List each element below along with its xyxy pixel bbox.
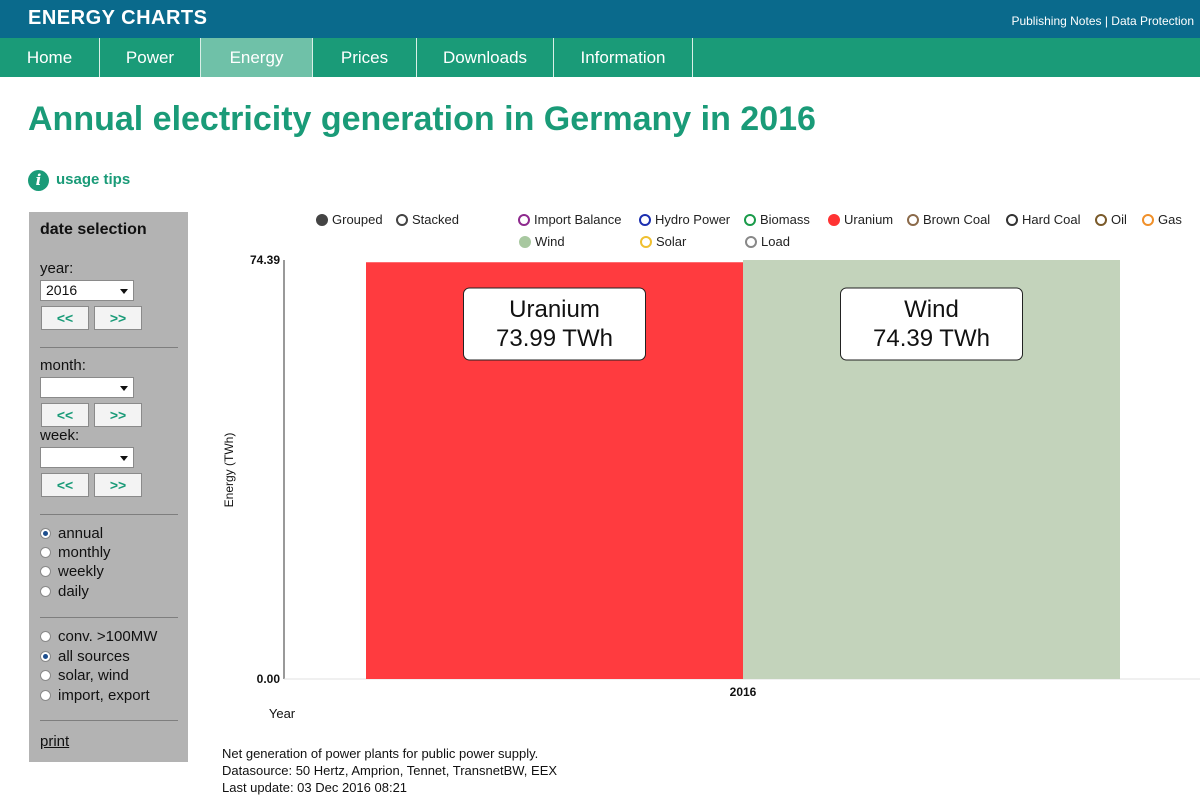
chevron-down-icon [120, 289, 128, 294]
radio-unchecked-icon [40, 631, 51, 642]
year-prev-button[interactable]: << [41, 306, 89, 330]
legend-marker-icon [396, 214, 408, 226]
page-title: Annual electricity generation in Germany… [28, 100, 816, 138]
divider [40, 617, 178, 618]
legend-label: Stacked [412, 212, 459, 227]
footer-note: Net generation of power plants for publi… [222, 746, 539, 761]
radio-label: monthly [58, 544, 111, 561]
tooltip-series-name: Uranium [509, 296, 600, 323]
x-tick-label: 2016 [730, 685, 757, 699]
radio-label: annual [58, 525, 104, 542]
tooltip-series-name: Wind [904, 296, 959, 323]
top-header: ENERGY CHARTS Publishing Notes | Data Pr… [0, 0, 1200, 38]
nav-prices[interactable]: Prices [313, 38, 417, 77]
brand-logo[interactable]: ENERGY CHARTS [28, 7, 208, 29]
month-prev-button[interactable]: << [41, 403, 89, 427]
year-next-button[interactable]: >> [94, 306, 142, 330]
legend-label: Wind [535, 234, 565, 249]
legend-label: Biomass [760, 212, 810, 227]
usage-tips-label[interactable]: usage tips [56, 171, 131, 188]
legend-label: Uranium [844, 212, 894, 227]
nav-power[interactable]: Power [100, 38, 201, 77]
main-nav: Home Power Energy Prices Downloads Infor… [0, 38, 1200, 77]
sidebar-title: date selection [40, 221, 147, 238]
y-tick-label: 74.39 [250, 253, 280, 267]
print-link[interactable]: print [40, 733, 70, 750]
nav-energy[interactable]: Energy [201, 38, 313, 77]
header-links: Publishing Notes | Data Protection [1011, 14, 1194, 28]
month-select[interactable] [40, 377, 134, 398]
legend-marker-icon [1006, 214, 1018, 226]
legend-marker-icon [1142, 214, 1154, 226]
chevron-down-icon [120, 456, 128, 461]
legend-label: Oil [1111, 212, 1127, 227]
week-prev-button[interactable]: << [41, 473, 89, 497]
tooltip-value: 74.39 TWh [873, 325, 990, 352]
x-axis-label: Year [269, 706, 296, 721]
legend-marker-icon [519, 236, 531, 248]
week-next-button[interactable]: >> [94, 473, 142, 497]
tooltip-box [840, 287, 1023, 361]
y-tick-label: 0.00 [257, 672, 281, 686]
tooltip-value: 73.99 TWh [496, 325, 613, 352]
divider [40, 514, 178, 515]
legend-marker-icon [1095, 214, 1107, 226]
legend-label: Import Balance [534, 212, 622, 227]
chevron-down-icon [120, 386, 128, 391]
energy-bar-chart: 0.00 74.39 2016 Year Energy (TWh) Uranium73.9… [222, 253, 1200, 721]
tooltip-box [463, 287, 646, 361]
divider [40, 347, 178, 348]
radio-checked-icon [40, 651, 51, 662]
publishing-notes-link[interactable]: Publishing Notes | Data Protection [1011, 14, 1194, 28]
radio-label: import, export [58, 687, 150, 704]
legend-marker-icon [828, 214, 840, 226]
month-label: month: [40, 357, 86, 374]
footer-last-update: Last update: 03 Dec 2016 08:21 [222, 780, 408, 795]
legend-label: Gas [1158, 212, 1182, 227]
date-selection-panel: date selection year: 2016 << >> month: <… [29, 212, 188, 762]
legend-label: Load [761, 234, 790, 249]
week-select[interactable] [40, 447, 134, 468]
legend-marker-icon [640, 236, 652, 248]
year-select[interactable]: 2016 [40, 280, 134, 301]
divider [40, 720, 178, 721]
legend-label: Hydro Power [655, 212, 731, 227]
nav-downloads[interactable]: Downloads [417, 38, 554, 77]
radio-unchecked-icon [40, 547, 51, 558]
radio-unchecked-icon [40, 566, 51, 577]
legend-marker-icon [316, 214, 328, 226]
legend-marker-icon [518, 214, 530, 226]
radio-label: weekly [58, 563, 104, 580]
radio-unchecked-icon [40, 586, 51, 597]
year-label: year: [40, 260, 74, 277]
legend-marker-icon [745, 236, 757, 248]
radio-label: all sources [58, 648, 130, 665]
nav-information[interactable]: Information [554, 38, 693, 77]
radio-unchecked-icon [40, 690, 51, 701]
legend-marker-icon [744, 214, 756, 226]
footer-datasource: Datasource: 50 Hertz, Amprion, Tennet, T… [222, 763, 558, 778]
month-next-button[interactable]: >> [94, 403, 142, 427]
legend-marker-icon [907, 214, 919, 226]
year-select-value: 2016 [46, 282, 78, 298]
legend-marker-icon [639, 214, 651, 226]
info-icon: i [28, 170, 49, 191]
radio-label: conv. >100MW [58, 628, 158, 645]
radio-unchecked-icon [40, 670, 51, 681]
legend-label: Hard Coal [1022, 212, 1081, 227]
nav-home[interactable]: Home [0, 38, 100, 77]
y-axis-label: Energy (TWh) [222, 433, 236, 508]
legend-label: Solar [656, 234, 687, 249]
legend-label: Grouped [332, 212, 383, 227]
legend-label: Brown Coal [923, 212, 991, 227]
radio-label: solar, wind [58, 667, 129, 684]
radio-checked-icon [40, 528, 51, 539]
radio-label: daily [58, 583, 89, 600]
week-label: week: [40, 427, 80, 444]
